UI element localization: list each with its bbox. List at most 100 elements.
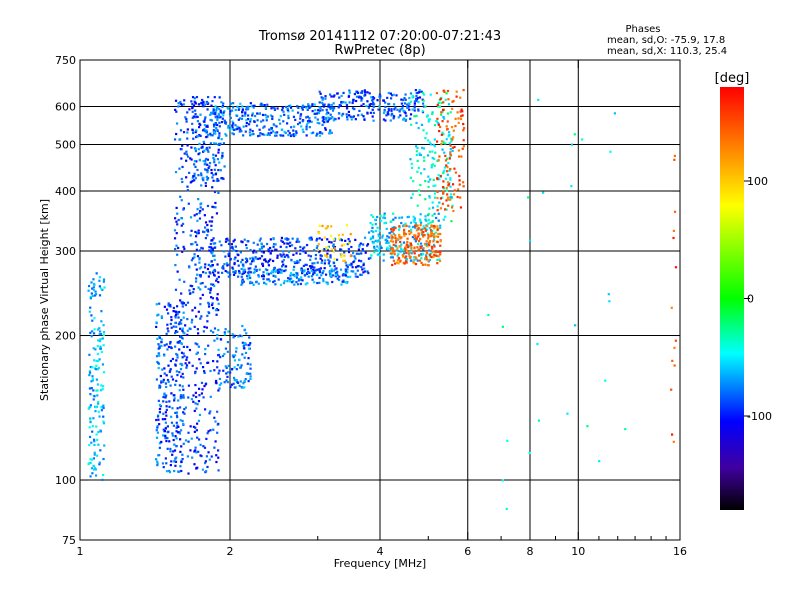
- data-point: [417, 254, 421, 257]
- data-point: [411, 235, 414, 239]
- y-tick-label: 75: [62, 534, 76, 547]
- data-point: [431, 111, 434, 114]
- data-point: [398, 233, 401, 236]
- data-point: [371, 236, 375, 240]
- data-point: [155, 355, 159, 358]
- data-point: [426, 225, 429, 228]
- data-point: [247, 106, 250, 109]
- data-point: [93, 294, 97, 297]
- data-point: [343, 254, 346, 257]
- data-point: [252, 283, 255, 286]
- data-point: [345, 113, 348, 116]
- data-point: [98, 294, 102, 297]
- data-point: [271, 117, 274, 121]
- data-point: [187, 384, 191, 387]
- data-point: [279, 115, 282, 118]
- data-point: [314, 269, 318, 272]
- data-point: [301, 120, 304, 123]
- data-point: [380, 246, 383, 250]
- data-point: [242, 344, 245, 348]
- data-point: [408, 97, 411, 100]
- data-point: [410, 246, 413, 250]
- data-point: [586, 425, 589, 428]
- data-point: [437, 105, 440, 108]
- data-point: [428, 258, 431, 262]
- data-point: [404, 112, 407, 115]
- data-point: [212, 110, 215, 113]
- data-point: [232, 336, 235, 339]
- data-point: [438, 155, 441, 158]
- data-point: [389, 240, 392, 243]
- data-point: [433, 138, 436, 141]
- data-point: [400, 243, 403, 246]
- data-point: [178, 371, 181, 374]
- data-point: [268, 279, 271, 283]
- data-point: [197, 232, 200, 235]
- data-point: [172, 306, 175, 310]
- data-point: [252, 241, 255, 244]
- data-point: [264, 113, 267, 117]
- data-point: [326, 283, 329, 286]
- data-point: [201, 366, 205, 369]
- data-point: [433, 123, 437, 127]
- data-point: [408, 232, 411, 236]
- data-point: [427, 213, 430, 216]
- data-point: [320, 249, 324, 252]
- data-point: [304, 283, 307, 286]
- data-point: [419, 246, 422, 250]
- data-point: [178, 389, 181, 392]
- data-point: [432, 234, 436, 237]
- data-point: [241, 241, 244, 244]
- data-point: [311, 262, 314, 265]
- data-point: [319, 267, 322, 270]
- data-point: [445, 186, 448, 190]
- data-point: [373, 251, 376, 254]
- data-point: [411, 94, 414, 98]
- data-point: [338, 96, 341, 99]
- data-point: [217, 353, 221, 357]
- data-point: [194, 402, 197, 405]
- data-point: [183, 280, 186, 283]
- data-point: [386, 240, 389, 243]
- data-point: [400, 102, 403, 105]
- data-point: [318, 134, 322, 137]
- data-point: [321, 123, 324, 127]
- data-point: [100, 409, 104, 412]
- data-point: [368, 104, 371, 107]
- data-point: [93, 451, 96, 454]
- data-point: [182, 388, 185, 391]
- data-point: [372, 230, 375, 234]
- data-point: [251, 281, 254, 284]
- data-point: [314, 112, 317, 115]
- data-point: [350, 264, 353, 267]
- data-point: [419, 224, 422, 227]
- data-point: [195, 248, 198, 251]
- data-point: [419, 220, 422, 223]
- data-point: [411, 108, 414, 111]
- data-point: [404, 247, 407, 251]
- data-point: [225, 134, 228, 137]
- data-point: [195, 367, 198, 370]
- data-point: [205, 146, 208, 150]
- data-point: [221, 354, 225, 358]
- data-point: [210, 239, 214, 242]
- data-point: [407, 105, 410, 108]
- data-point: [372, 241, 375, 244]
- data-point: [435, 140, 439, 143]
- data-point: [232, 102, 235, 105]
- data-point: [219, 109, 222, 112]
- data-point: [258, 239, 261, 242]
- data-point: [200, 315, 203, 318]
- data-point: [167, 303, 170, 307]
- data-point: [174, 460, 178, 463]
- data-point: [98, 285, 101, 288]
- data-point: [270, 126, 273, 130]
- data-point: [387, 107, 390, 110]
- data-point: [173, 345, 177, 348]
- data-point: [89, 405, 92, 409]
- data-point: [198, 217, 202, 220]
- data-point: [211, 176, 214, 179]
- data-point: [306, 282, 309, 285]
- data-point: [207, 451, 210, 454]
- data-point: [216, 293, 219, 296]
